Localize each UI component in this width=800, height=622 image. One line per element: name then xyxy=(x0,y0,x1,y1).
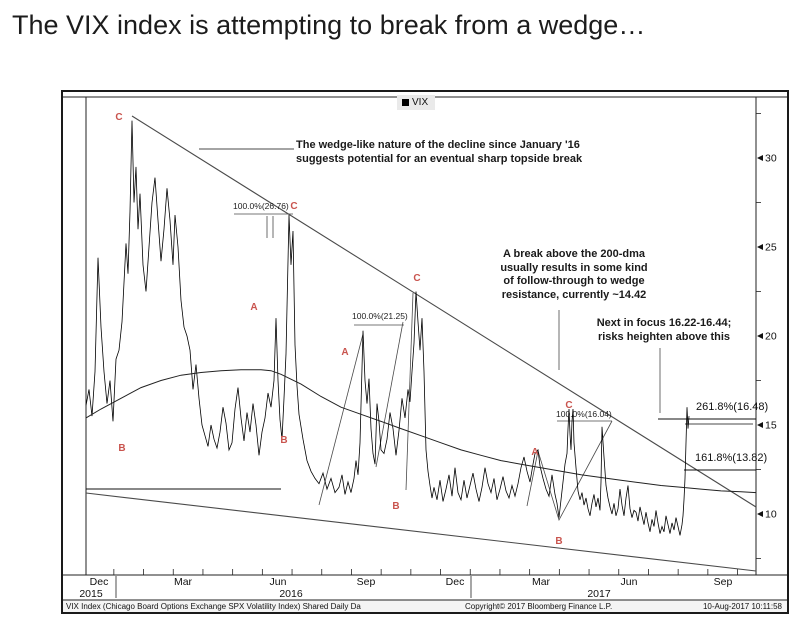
y-tick-label: 30 xyxy=(765,153,777,165)
pattern-line-nov16 xyxy=(405,292,414,491)
fib-label-21-25: 100.0%(21.25) xyxy=(352,311,408,321)
x-year-label: 2016 xyxy=(279,588,303,600)
y-tick-arrow xyxy=(757,422,763,428)
x-month-label: Sep xyxy=(714,576,733,588)
x-month-label: Mar xyxy=(174,576,193,588)
footer-source-text: VIX Index (Chicago Board Options Exchang… xyxy=(66,602,361,611)
pattern-letter-A: A xyxy=(250,302,257,313)
footer-copyright-text: Copyright© 2017 Bloomberg Finance L.P. xyxy=(465,602,613,611)
fib-label-26-76: 100.0%(26.76) xyxy=(233,201,289,211)
footer-timestamp: 10-Aug-2017 10:11:58 xyxy=(702,602,782,611)
chart-footer: VIX Index (Chicago Board Options Exchang… xyxy=(63,600,787,612)
x-month-label: Jun xyxy=(270,576,287,588)
fib-label-261-8: 261.8%(16.48) xyxy=(696,401,769,413)
x-month-label: Jun xyxy=(621,576,638,588)
y-tick-label: 10 xyxy=(765,509,777,521)
legend-label: VIX xyxy=(412,97,429,108)
pattern-letter-A: A xyxy=(531,447,538,458)
wedge-upper-trendline xyxy=(131,115,757,508)
footer-band xyxy=(63,600,787,612)
fib-label-161-8: 161.8%(13.82) xyxy=(695,452,768,464)
x-month-label: Mar xyxy=(532,576,551,588)
y-tick-arrow xyxy=(757,333,763,339)
vix-chart: 10 15 20 25 30 Dec Mar Jun Sep Dec Mar Jun Sep 2015 20… xyxy=(63,96,787,612)
y-tick-label: 15 xyxy=(765,420,777,432)
pattern-letter-C: C xyxy=(290,201,297,212)
chart-legend: VIX xyxy=(397,95,436,110)
y-tick-arrow xyxy=(757,244,763,250)
pattern-letter-B: B xyxy=(555,536,562,547)
y-tick-label: 25 xyxy=(765,242,777,254)
y-tick-arrow xyxy=(757,155,763,161)
pattern-letter-C: C xyxy=(115,112,122,123)
pattern-letter-C: C xyxy=(413,273,420,284)
x-month-label: Dec xyxy=(446,576,465,588)
x-month-label: Dec xyxy=(90,576,109,588)
fib-label-16-04: 100.0%(16.04) xyxy=(556,409,612,419)
pattern-letter-A: A xyxy=(341,347,348,358)
x-year-label: 2017 xyxy=(587,588,611,600)
annotation-200dma-note: A break above the 200-dma usually result… xyxy=(500,248,648,301)
x-month-label: Sep xyxy=(357,576,376,588)
series-VIX xyxy=(85,120,690,536)
x-year-label: 2015 xyxy=(79,588,103,600)
wedge-lower-trendline xyxy=(85,492,757,572)
pattern-letter-B: B xyxy=(392,501,399,512)
pattern-line-2017 xyxy=(526,420,613,522)
pattern-line-sep16 xyxy=(318,333,364,506)
vix-chart-frame: 10 15 20 25 30 Dec Mar Jun Sep Dec Mar Jun Sep 2015 20… xyxy=(61,90,789,614)
y-tick-arrow xyxy=(757,511,763,517)
pattern-letter-C: C xyxy=(565,400,572,411)
annotation-wedge-note: The wedge-like nature of the decline sin… xyxy=(296,139,583,165)
series-200-dma xyxy=(85,369,757,494)
pattern-letter-B: B xyxy=(280,435,287,446)
pattern-letter-B: B xyxy=(118,443,125,454)
pattern-line-2125 xyxy=(375,321,404,468)
annotation-next-focus-note: Next in focus 16.22-16.44; risks heighte… xyxy=(596,317,732,343)
legend-swatch-icon xyxy=(402,99,409,106)
y-tick-label: 20 xyxy=(765,331,777,343)
page-title: The VIX index is attempting to break fro… xyxy=(12,10,646,40)
